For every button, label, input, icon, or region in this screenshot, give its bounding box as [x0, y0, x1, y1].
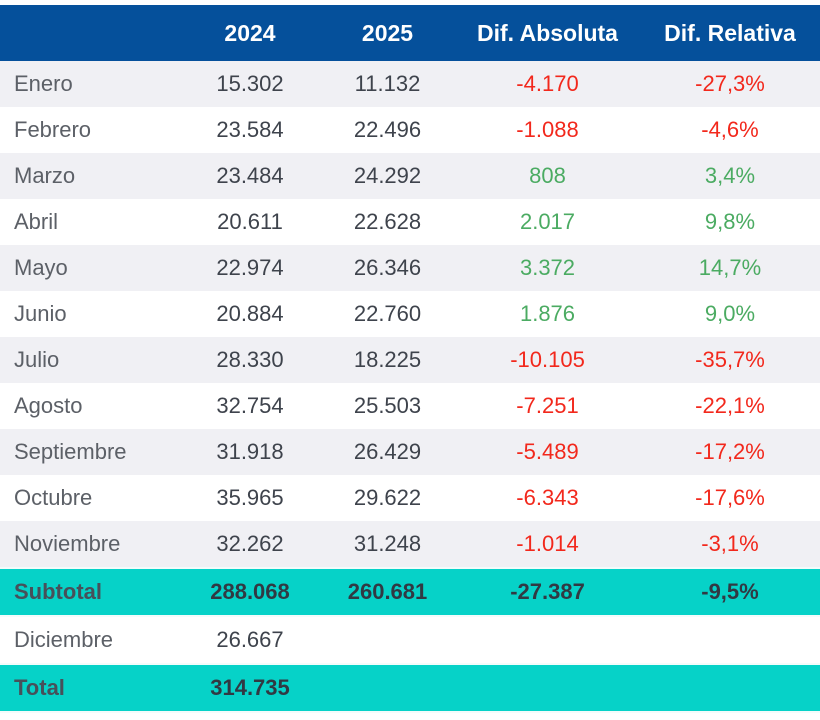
month-cell: Septiembre [14, 439, 127, 464]
value-2025-cell: 29.622 [353, 485, 422, 510]
value-2025-cell: 11.132 [354, 71, 421, 96]
value-2024-cell: 20.884 [216, 301, 284, 326]
value-2024-cell: 20.611 [217, 209, 283, 234]
table-row: Subtotal 288.068 260.681 -27.387 -9,5% [0, 567, 820, 617]
table-row: Junio 20.884 22.760 1.876 9,0% [0, 291, 820, 337]
dif-absoluta-cell: -1.088 [516, 117, 579, 142]
header-row: 2024 2025 Dif. Absoluta Dif. Relativa [0, 5, 820, 61]
value-2024-cell: 15.302 [216, 71, 284, 96]
table-header: 2024 2025 Dif. Absoluta Dif. Relativa [0, 5, 820, 61]
table-row: Mayo 22.974 26.346 3.372 14,7% [0, 245, 820, 291]
value-2024-cell: 28.330 [216, 347, 284, 372]
dif-relativa-cell: -35,7% [695, 347, 765, 372]
column-header-2024: 2024 [180, 5, 320, 61]
value-2025-cell: 18.225 [353, 347, 422, 372]
dif-absoluta-cell: -7.251 [516, 393, 579, 418]
month-cell: Junio [14, 301, 67, 326]
value-2025-cell: 31.248 [353, 531, 422, 556]
dif-relativa-cell: 3,4% [704, 163, 756, 188]
dif-relativa-cell: 9,8% [704, 209, 756, 234]
dif-absoluta-cell: 808 [529, 163, 566, 188]
dif-absoluta-cell: -6.343 [516, 485, 579, 510]
value-2025-cell: 25.503 [353, 393, 422, 418]
dif-absoluta-cell [455, 663, 640, 713]
value-2024-cell: 35.965 [216, 485, 284, 510]
table-row: Julio 28.330 18.225 -10.105 -35,7% [0, 337, 820, 383]
value-2024-cell: 23.584 [216, 117, 284, 142]
month-cell: Mayo [14, 255, 68, 280]
month-cell: Marzo [14, 163, 76, 188]
comparison-table: 2024 2025 Dif. Absoluta Dif. Relativa En… [0, 5, 820, 713]
month-cell: Total [0, 663, 180, 713]
table-row: Agosto 32.754 25.503 -7.251 -22,1% [0, 383, 820, 429]
dif-absoluta-cell: -4.170 [516, 71, 579, 96]
table-row: Abril 20.611 22.628 2.017 9,8% [0, 199, 820, 245]
value-2025-cell: 26.429 [353, 439, 422, 464]
column-header-2025: 2025 [320, 5, 455, 61]
dif-absoluta-cell: -10.105 [510, 347, 585, 372]
value-2025-cell: 22.628 [353, 209, 422, 234]
month-cell: Enero [14, 71, 73, 96]
value-2024-cell: 32.262 [216, 531, 284, 556]
value-2024-cell: 22.974 [216, 255, 284, 280]
dif-relativa-cell [640, 616, 820, 664]
table-row: Diciembre 26.667 [0, 616, 820, 664]
value-2024-cell: 23.484 [216, 163, 284, 188]
table-row: Total 314.735 [0, 663, 820, 713]
dif-relativa-cell: -9,5% [640, 567, 820, 617]
table-row: Febrero 23.584 22.496 -1.088 -4,6% [0, 107, 820, 153]
value-2024-cell: 314.735 [180, 663, 320, 713]
dif-absoluta-cell: 1.876 [519, 301, 576, 326]
value-2024-cell: 31.918 [216, 439, 284, 464]
dif-relativa-cell: -22,1% [695, 393, 765, 418]
dif-relativa-cell: 9,0% [704, 301, 756, 326]
table-row: Marzo 23.484 24.292 808 3,4% [0, 153, 820, 199]
dif-absoluta-cell [455, 616, 640, 664]
value-2025-cell: 26.346 [353, 255, 422, 280]
value-2025-cell: 260.681 [320, 567, 455, 617]
value-2024-cell: 288.068 [180, 567, 320, 617]
dif-relativa-cell: -27,3% [695, 71, 765, 96]
month-cell: Octubre [14, 485, 93, 510]
table-row: Septiembre 31.918 26.429 -5.489 -17,2% [0, 429, 820, 475]
dif-relativa-cell: -17,2% [695, 439, 765, 464]
dif-relativa-cell [640, 663, 820, 713]
dif-relativa-cell: -4,6% [701, 117, 759, 142]
dif-relativa-cell: -17,6% [695, 485, 765, 510]
table-row: Enero 15.302 11.132 -4.170 -27,3% [0, 61, 820, 107]
table-row: Noviembre 32.262 31.248 -1.014 -3,1% [0, 521, 820, 568]
dif-absoluta-cell: -5.489 [516, 439, 579, 464]
value-2025-cell: 24.292 [353, 163, 422, 188]
value-2025-cell: 22.496 [353, 117, 422, 142]
month-cell: Agosto [14, 393, 83, 418]
month-cell: Abril [14, 209, 59, 234]
dif-relativa-cell: 14,7% [698, 255, 762, 280]
column-header-month [0, 5, 180, 61]
month-cell: Febrero [14, 117, 92, 142]
value-2024-cell: 32.754 [216, 393, 284, 418]
column-header-dif-relativa: Dif. Relativa [640, 5, 820, 61]
value-2024-cell: 26.667 [216, 627, 284, 652]
dif-absoluta-cell: 3.372 [519, 255, 576, 280]
dif-relativa-cell: -3,1% [701, 531, 759, 556]
value-2025-cell [320, 663, 455, 713]
dif-absoluta-cell: -1.014 [516, 531, 579, 556]
column-header-dif-absoluta: Dif. Absoluta [455, 5, 640, 61]
dif-absoluta-cell: 2.017 [519, 209, 576, 234]
dif-absoluta-cell: -27.387 [455, 567, 640, 617]
value-2025-cell: 22.760 [353, 301, 422, 326]
month-cell: Julio [14, 347, 60, 372]
month-cell: Diciembre [14, 627, 114, 652]
month-cell: Subtotal [0, 567, 180, 617]
value-2025-cell [320, 616, 455, 664]
table-body: Enero 15.302 11.132 -4.170 -27,3% Febrer… [0, 61, 820, 713]
table-row: Octubre 35.965 29.622 -6.343 -17,6% [0, 475, 820, 521]
month-cell: Noviembre [14, 531, 121, 556]
